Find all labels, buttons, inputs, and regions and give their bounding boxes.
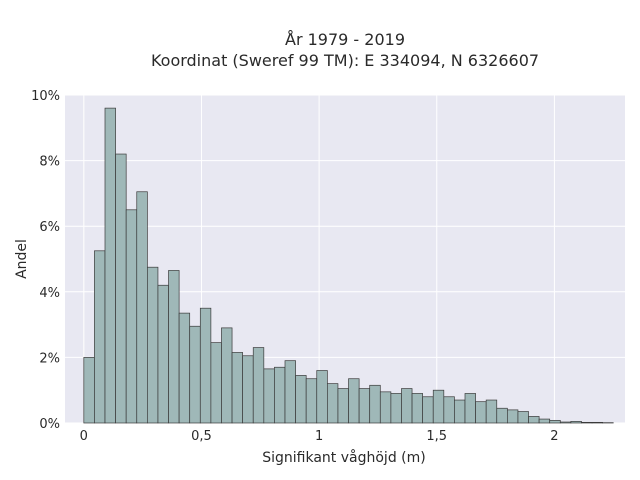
histogram-bar (358, 388, 371, 424)
histogram-bar (115, 153, 127, 424)
y-tick-label: 2% (39, 351, 60, 366)
histogram-bar (411, 393, 423, 424)
histogram-bar (538, 418, 551, 424)
histogram-bar (136, 191, 148, 424)
histogram-bar (189, 325, 201, 424)
histogram-bar (252, 347, 265, 424)
histogram-bar (528, 416, 540, 424)
histogram-bar (199, 307, 212, 424)
histogram-bar (178, 312, 191, 424)
histogram-bar (104, 107, 116, 424)
histogram-bar (591, 421, 603, 424)
histogram-bar (443, 396, 455, 424)
histogram-bar (369, 384, 381, 424)
histogram-bar (485, 399, 498, 424)
histogram-bar (83, 357, 95, 424)
histogram-bar (454, 399, 466, 424)
histogram-bar (422, 396, 434, 424)
y-tick-label: 8% (39, 155, 60, 170)
histogram-bar (496, 407, 508, 424)
histogram-bar (432, 389, 445, 424)
histogram-bar (284, 360, 296, 424)
histogram-bar (94, 250, 106, 424)
x-tick-label: 0,5 (191, 429, 212, 444)
x-tick-label: 1 (315, 429, 323, 444)
histogram-bar (147, 266, 159, 424)
histogram-bar (379, 391, 392, 424)
chart-title-line-1: År 1979 - 2019 (285, 30, 405, 49)
x-tick-label: 2 (550, 429, 558, 444)
histogram-bar (570, 421, 582, 424)
y-tick-label: 6% (39, 220, 60, 235)
histogram-bar (390, 393, 402, 424)
histogram-bar (348, 378, 360, 424)
histogram-bar (210, 342, 222, 424)
histogram-bar (559, 421, 572, 424)
y-tick-label: 10% (31, 89, 60, 104)
histogram-bars (83, 107, 614, 424)
y-tick-label: 0% (39, 417, 60, 432)
x-tick-label: 0 (80, 429, 88, 444)
x-axis-ticks: 0 0,5 1 1,5 2 (80, 429, 559, 444)
histogram-bar (549, 420, 561, 424)
histogram-bar (263, 368, 275, 424)
histogram-bar (581, 421, 593, 424)
histogram-bar (507, 409, 519, 424)
histogram-bar (295, 375, 307, 424)
histogram-bar (464, 393, 476, 424)
y-tick-label: 4% (39, 286, 60, 301)
histogram-bar (316, 370, 328, 424)
histogram-bar (157, 284, 169, 424)
histogram-bar (401, 388, 413, 424)
histogram-bar (168, 270, 180, 424)
histogram-bar (242, 355, 254, 424)
histogram-bar (337, 388, 349, 424)
histogram-bar (221, 327, 233, 424)
histogram-bar (305, 378, 318, 424)
histogram-bar (125, 209, 138, 424)
x-axis-label: Signifikant våghöjd (m) (262, 449, 425, 466)
y-axis-label: Andel (14, 239, 30, 279)
histogram-bar (231, 352, 243, 424)
y-axis-ticks: 0% 2% 4% 6% 8% 10% (31, 89, 60, 432)
chart-title-line-2: Koordinat (Sweref 99 TM): E 334094, N 63… (151, 51, 539, 70)
histogram-bar (274, 366, 286, 424)
histogram-bar (327, 383, 339, 424)
histogram-bar (475, 401, 487, 424)
x-tick-label: 1,5 (426, 429, 447, 444)
histogram-bar (517, 411, 529, 424)
